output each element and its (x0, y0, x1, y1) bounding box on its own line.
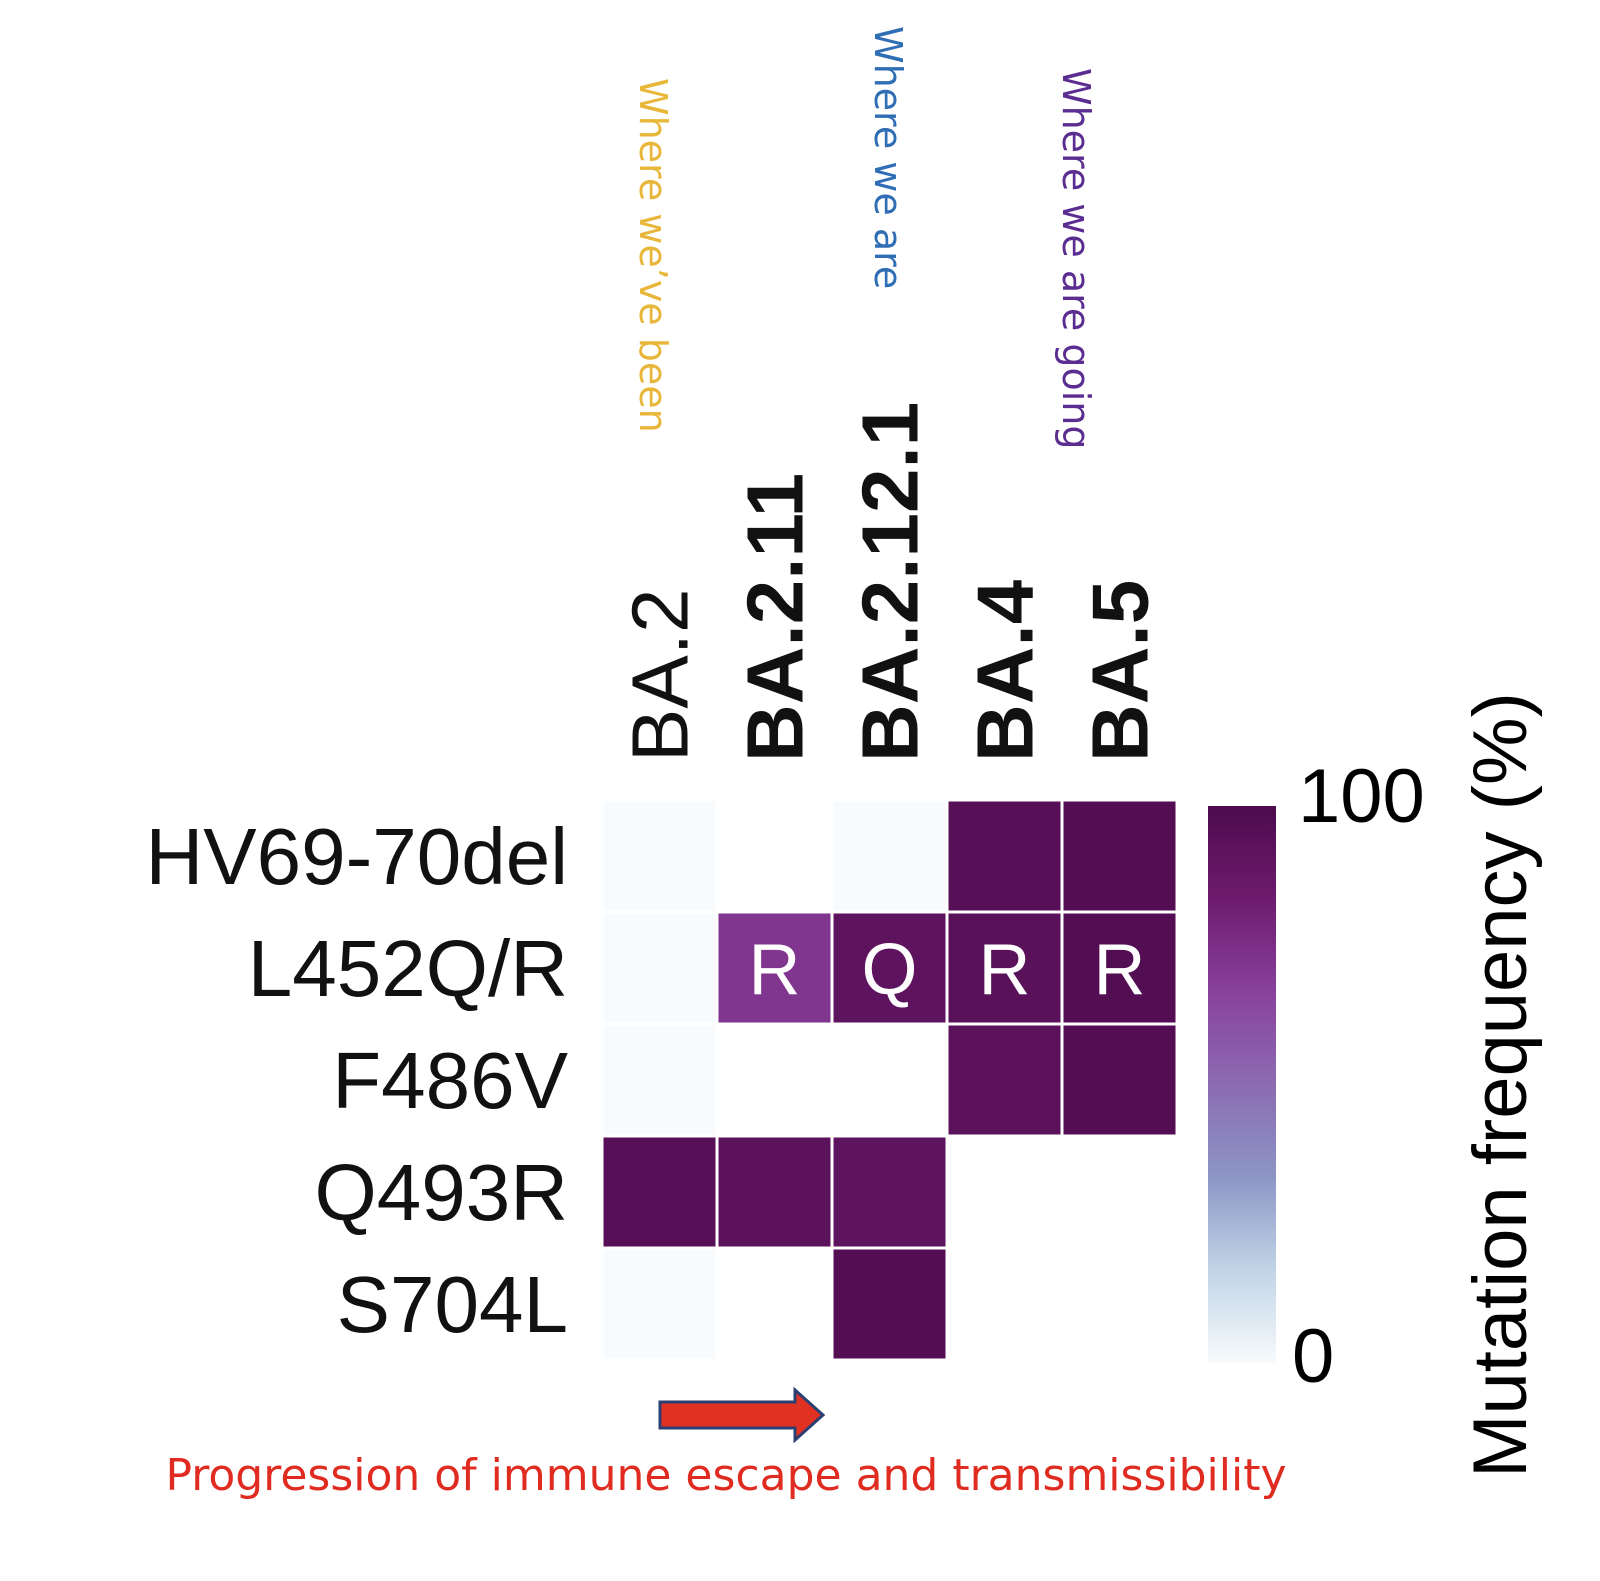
heatmap-cell (948, 801, 1061, 911)
column-label: BA.5 (1076, 580, 1165, 762)
cell-label: R (749, 930, 801, 1010)
heatmap-cell (603, 801, 716, 911)
column-label: BA.2.11 (731, 473, 820, 762)
colorbar-max-label: 100 (1298, 754, 1425, 839)
cell-label: Q (861, 930, 917, 1010)
row-label: Q493R (315, 1148, 568, 1237)
heatmap-cell (603, 1249, 716, 1359)
arrow-shape (658, 1386, 826, 1444)
annotation-been: Where we’ve been (631, 78, 675, 433)
heatmap-cell (1063, 1025, 1176, 1135)
column-labels: BA.2 BA.2.11 BA.2.12.1 BA.4 BA.5 (616, 402, 1165, 762)
cell-label: R (979, 930, 1031, 1010)
heatmap-cell (1063, 801, 1176, 911)
heatmap-cell (833, 1137, 946, 1247)
row-label: S704L (337, 1260, 568, 1349)
heatmap-cell (603, 1025, 716, 1135)
cell-label: R (1094, 930, 1146, 1010)
heatmap-cell (833, 1249, 946, 1359)
heatmap-cell (833, 801, 946, 911)
column-label: BA.2.12.1 (846, 402, 935, 762)
annotation-now: Where we are (866, 26, 910, 289)
heatmap-cell (718, 1137, 831, 1247)
heatmap-cell (948, 913, 1061, 1023)
arrow-label: Progression of immune escape and transmi… (165, 1450, 1286, 1501)
progression-arrow: Progression of immune escape and transmi… (165, 1386, 1287, 1501)
colorbar-gradient (1208, 806, 1276, 1363)
column-label: BA.4 (961, 579, 1050, 762)
heatmap-cell (833, 913, 946, 1023)
heatmap-cell (1063, 913, 1176, 1023)
annotation-going: Where we are going (1054, 68, 1098, 449)
colorbar-title: Mutation frequency (%) (1458, 692, 1543, 1478)
annotations: Where we’ve been Where we are Where we a… (631, 26, 1098, 449)
heatmap-cell (603, 913, 716, 1023)
heatmap-cell (603, 1137, 716, 1247)
row-label: HV69-70del (146, 812, 569, 901)
colorbar-min-label: 0 (1292, 1314, 1334, 1399)
column-label: BA.2 (616, 589, 705, 762)
row-label: F486V (332, 1036, 568, 1125)
heatmap-cell (718, 913, 831, 1023)
heatmap-cell (948, 1025, 1061, 1135)
colorbar: 100 0 Mutation frequency (%) (1208, 692, 1543, 1478)
row-labels: HV69-70del L452Q/R F486V Q493R S704L (146, 812, 569, 1349)
row-label: L452Q/R (248, 924, 568, 1013)
